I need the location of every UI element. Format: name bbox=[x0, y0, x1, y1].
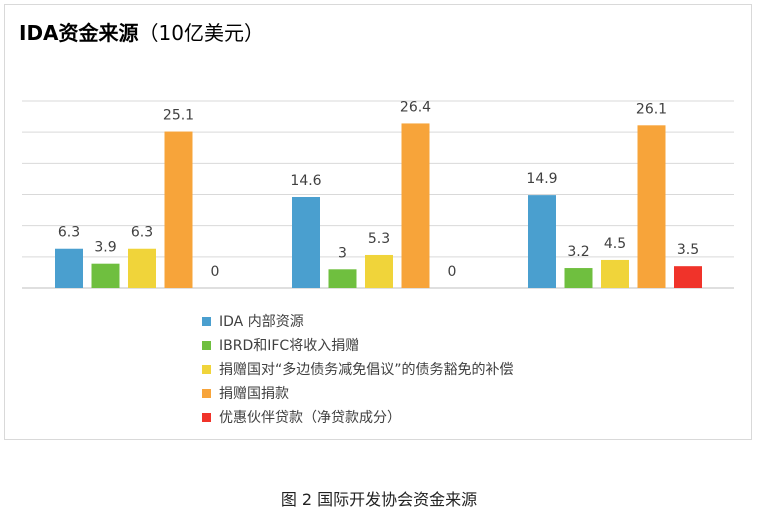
bar bbox=[164, 131, 193, 288]
data-label: 3.9 bbox=[94, 240, 116, 256]
bar bbox=[91, 263, 120, 288]
legend-swatch bbox=[202, 316, 211, 326]
data-label: 14.6 bbox=[290, 173, 321, 189]
data-label: 0 bbox=[448, 264, 457, 280]
legend-swatch bbox=[202, 388, 211, 398]
legend-label: 捐赠国捐款 bbox=[219, 386, 289, 402]
chart-title: IDA资金来源（10亿美元） bbox=[19, 17, 264, 46]
data-label: 6.3 bbox=[131, 225, 153, 241]
data-label: 3.5 bbox=[677, 242, 699, 258]
data-label: 4.5 bbox=[604, 236, 626, 252]
chart-container: IDA资金来源（10亿美元） bbox=[4, 4, 752, 440]
bars bbox=[55, 123, 702, 288]
chart-title-main: IDA资金来源 bbox=[19, 21, 139, 45]
figure-caption: 图 2 国际开发协会资金来源 bbox=[280, 490, 478, 509]
legend-swatch bbox=[202, 412, 211, 422]
data-label: 26.1 bbox=[636, 101, 667, 117]
legend-swatch bbox=[202, 364, 211, 374]
data-labels: 6.3 14.6 14.9 3.9 3 3.2 6.3 5.3 4.5 25.1 26.4 26.1 0… bbox=[58, 99, 699, 280]
legend-label: 优惠伙伴贷款（净贷款成分） bbox=[219, 410, 401, 426]
legend-item: IDA 内部资源 bbox=[202, 309, 514, 333]
data-label: 6.3 bbox=[58, 225, 80, 241]
data-label: 3 bbox=[338, 245, 347, 261]
data-label: 5.3 bbox=[368, 231, 390, 247]
legend-label: 捐赠国对“多边债务减免倡议”的债务豁免的补偿 bbox=[219, 362, 514, 378]
bar bbox=[601, 259, 629, 288]
data-label: 25.1 bbox=[163, 108, 194, 124]
bar bbox=[564, 268, 593, 288]
bar bbox=[365, 254, 393, 288]
legend-swatch bbox=[202, 340, 211, 350]
bar bbox=[637, 125, 666, 288]
legend-label: IBRD和IFC将收入捐赠 bbox=[219, 338, 360, 354]
chart-title-unit: （10亿美元） bbox=[138, 21, 264, 45]
legend-label: IDA 内部资源 bbox=[219, 314, 304, 330]
data-label: 0 bbox=[211, 264, 220, 280]
bar bbox=[292, 196, 320, 288]
bar bbox=[128, 248, 156, 288]
bar bbox=[674, 266, 702, 288]
data-label: 26.4 bbox=[400, 99, 431, 115]
legend-item: 优惠伙伴贷款（净贷款成分） bbox=[202, 405, 514, 429]
plot-area: 6.3 14.6 14.9 3.9 3 3.2 6.3 5.3 4.5 25.1 26.4 26.1 0… bbox=[22, 99, 734, 289]
legend-item: IBRD和IFC将收入捐赠 bbox=[202, 333, 514, 357]
data-label: 3.2 bbox=[567, 244, 589, 260]
bar bbox=[401, 123, 430, 288]
bar bbox=[528, 195, 556, 288]
data-label: 14.9 bbox=[526, 171, 557, 187]
bar bbox=[55, 248, 83, 288]
legend-item: 捐赠国对“多边债务减免倡议”的债务豁免的补偿 bbox=[202, 357, 514, 381]
bar bbox=[328, 269, 357, 288]
legend: IDA 内部资源 IBRD和IFC将收入捐赠捐赠国对“多边债务减免倡议”的债务豁免… bbox=[202, 309, 514, 429]
legend-item: 捐赠国捐款 bbox=[202, 381, 514, 405]
